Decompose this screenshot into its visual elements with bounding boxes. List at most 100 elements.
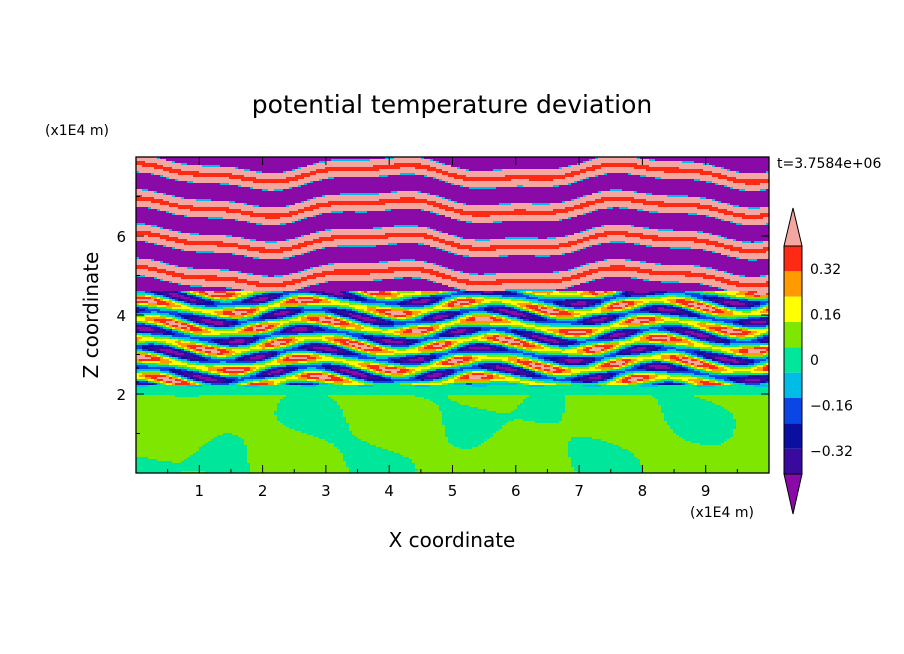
- contour-cell: [370, 369, 374, 372]
- contour-cell: [457, 317, 461, 320]
- contour-cell: [136, 233, 161, 236]
- contour-cell: [259, 331, 263, 334]
- contour-cell: [313, 297, 320, 300]
- contour-cell: [505, 331, 512, 334]
- contour-field: [136, 157, 769, 473]
- contour-cell: [286, 239, 290, 242]
- contour-cell: [277, 369, 284, 372]
- contour-cell: [136, 239, 167, 242]
- contour-cell: [706, 371, 713, 374]
- contour-cell: [523, 369, 527, 372]
- contour-cell: [640, 325, 653, 328]
- contour-cell: [145, 291, 152, 294]
- contour-cell: [136, 343, 140, 346]
- contour-cell: [514, 363, 518, 366]
- contour-cell: [442, 173, 458, 176]
- contour-cell: [346, 317, 350, 320]
- contour-cell: [496, 315, 503, 318]
- contour-cell: [178, 375, 182, 378]
- contour-cell: [586, 347, 593, 350]
- contour-cell: [604, 201, 632, 204]
- contour-cell: [169, 303, 176, 306]
- contour-cell: [298, 167, 302, 170]
- contour-cell: [442, 293, 452, 296]
- contour-cell: [205, 323, 209, 326]
- contour-cell: [268, 311, 272, 314]
- contour-cell: [346, 309, 353, 312]
- contour-cell: [289, 239, 314, 242]
- contour-cell: [652, 239, 710, 242]
- contour-cell: [136, 221, 248, 224]
- contour-cell: [280, 357, 284, 360]
- contour-cell: [457, 349, 464, 352]
- contour-cell: [664, 345, 674, 348]
- contour-cell: [478, 339, 488, 342]
- contour-cell: [508, 371, 527, 374]
- contour-cell: [268, 307, 275, 310]
- contour-cell: [157, 307, 167, 310]
- contour-cell: [718, 363, 722, 366]
- contour-cell: [715, 301, 719, 304]
- contour-cell: [490, 245, 572, 248]
- contour-cell: [136, 323, 146, 326]
- contour-cell: [658, 211, 719, 214]
- contour-cell: [724, 307, 728, 310]
- contour-cell: [352, 313, 359, 316]
- contour-cell: [358, 295, 362, 298]
- contour-cell: [316, 283, 320, 286]
- contour-cell: [445, 267, 449, 270]
- contour-cell: [667, 295, 677, 298]
- contour-cell: [472, 365, 479, 368]
- contour-cell: [535, 373, 542, 376]
- contour-cell: [199, 373, 203, 376]
- contour-cell: [712, 171, 737, 174]
- contour-cell: [418, 327, 434, 330]
- contour-cell: [283, 171, 287, 174]
- contour-cell: [535, 293, 548, 296]
- contour-cell: [136, 375, 140, 378]
- contour-cell: [622, 365, 626, 368]
- contour-cell: [496, 365, 500, 368]
- contour-cell: [607, 207, 614, 210]
- contour-cell: [547, 343, 551, 346]
- contour-cell: [355, 297, 365, 300]
- contour-cell: [706, 357, 713, 360]
- contour-cell: [319, 369, 326, 372]
- contour-cell: [361, 375, 368, 378]
- contour-cell: [166, 159, 332, 162]
- contour-cell: [409, 373, 416, 376]
- contour-cell: [298, 341, 305, 344]
- contour-cell: [568, 211, 590, 214]
- contour-cell: [460, 343, 467, 346]
- contour-cell: [247, 343, 251, 346]
- contour-cell: [376, 341, 380, 344]
- contour-cell: [205, 347, 215, 350]
- contour-cell: [724, 381, 728, 384]
- contour-cell: [250, 375, 257, 378]
- contour-cell: [286, 353, 293, 356]
- contour-cell: [151, 381, 155, 384]
- contour-cell: [583, 359, 593, 362]
- contour-cell: [286, 357, 290, 360]
- contour-cell: [145, 275, 173, 278]
- contour-cell: [364, 291, 368, 294]
- contour-cell: [313, 215, 317, 218]
- contour-cell: [214, 303, 260, 306]
- contour-cell: [202, 311, 215, 314]
- contour-cell: [565, 253, 722, 256]
- contour-cell: [373, 327, 380, 330]
- contour-cell: [175, 367, 185, 370]
- contour-cell: [709, 343, 716, 346]
- contour-cell: [517, 365, 521, 368]
- contour-cell: [568, 331, 587, 334]
- contour-cell: [544, 339, 557, 342]
- contour-cell: [256, 311, 260, 314]
- contour-cell: [139, 311, 152, 314]
- contour-cell: [316, 379, 326, 382]
- contour-cell: [280, 347, 287, 350]
- contour-cell: [628, 305, 635, 308]
- contour-cell: [301, 383, 314, 386]
- contour-cell: [337, 355, 344, 358]
- contour-cell: [388, 321, 395, 324]
- contour-cell: [505, 373, 512, 376]
